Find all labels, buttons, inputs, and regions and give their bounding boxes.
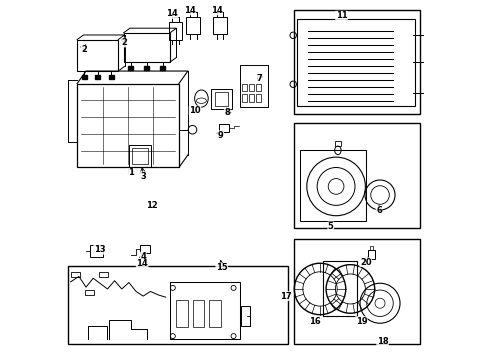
Bar <box>294 123 419 228</box>
Bar <box>95 75 100 79</box>
Bar <box>211 89 232 109</box>
Bar <box>132 148 148 164</box>
Bar <box>109 75 114 79</box>
Text: 14: 14 <box>136 260 148 269</box>
Bar <box>240 65 268 108</box>
Bar <box>77 84 179 167</box>
Bar <box>144 66 149 70</box>
Text: 7: 7 <box>256 74 262 83</box>
Bar <box>323 261 357 316</box>
Text: 10: 10 <box>189 106 201 115</box>
Text: 8: 8 <box>224 108 230 117</box>
Bar <box>209 300 220 327</box>
Text: 2: 2 <box>122 38 127 47</box>
Bar <box>243 94 247 102</box>
Bar <box>294 10 419 114</box>
Text: 14: 14 <box>211 6 222 15</box>
Bar <box>249 94 254 102</box>
Bar <box>68 266 288 344</box>
Bar <box>176 300 188 327</box>
Bar <box>77 40 118 71</box>
Text: 20: 20 <box>360 258 371 267</box>
Bar <box>85 290 94 295</box>
Bar <box>186 17 200 34</box>
Bar <box>300 150 367 221</box>
Text: 13: 13 <box>94 245 105 254</box>
Bar <box>335 141 342 146</box>
Text: 14: 14 <box>184 6 196 15</box>
Bar <box>129 145 151 167</box>
Bar <box>256 94 261 102</box>
Bar <box>294 239 419 344</box>
Bar <box>170 282 240 339</box>
Bar <box>128 66 133 70</box>
Bar <box>123 33 170 62</box>
Bar <box>243 84 247 91</box>
Text: 9: 9 <box>218 131 223 140</box>
Bar <box>215 92 228 106</box>
Text: 5: 5 <box>328 222 334 231</box>
Bar <box>140 246 150 253</box>
Bar <box>193 300 204 327</box>
Bar <box>71 272 79 277</box>
Bar <box>219 124 229 132</box>
Text: 15: 15 <box>216 263 228 272</box>
Text: 19: 19 <box>356 316 368 325</box>
Text: 17: 17 <box>280 292 292 301</box>
Ellipse shape <box>196 98 206 103</box>
Bar <box>368 250 375 259</box>
Bar <box>297 18 415 107</box>
Bar <box>82 75 87 79</box>
Bar <box>256 84 261 91</box>
Text: 4: 4 <box>140 252 146 261</box>
Bar <box>99 272 108 277</box>
Bar <box>169 22 182 40</box>
Text: 14: 14 <box>166 9 178 18</box>
Text: 6: 6 <box>376 206 382 215</box>
Bar <box>160 66 165 70</box>
Bar <box>369 246 373 250</box>
Bar <box>242 306 250 326</box>
Text: 16: 16 <box>309 316 320 325</box>
Text: 18: 18 <box>377 337 389 346</box>
Bar <box>90 246 103 257</box>
Text: 3: 3 <box>140 172 146 181</box>
Text: 11: 11 <box>336 11 347 20</box>
Text: 2: 2 <box>81 45 87 54</box>
Text: 1: 1 <box>128 168 134 177</box>
Bar <box>249 84 254 91</box>
Text: 12: 12 <box>146 201 158 210</box>
Bar <box>213 17 227 34</box>
